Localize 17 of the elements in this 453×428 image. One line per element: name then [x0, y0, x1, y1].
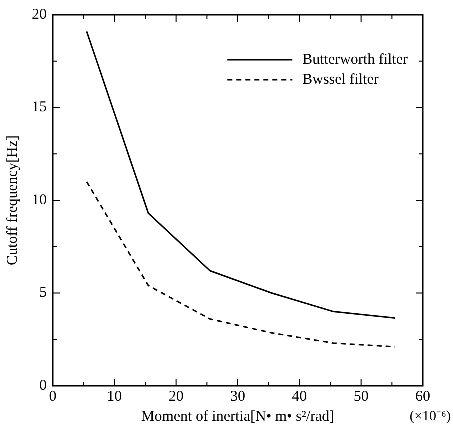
- line-series: [86, 181, 396, 348]
- x-tick-label: 60: [416, 388, 430, 405]
- text: (×10⁻⁶): [410, 410, 452, 425]
- legend-label: Butterworth filter: [302, 52, 408, 68]
- y-tick-label: 15: [32, 100, 47, 116]
- x-axis-title: Moment of inertia[N• m• s²/rad]: [141, 408, 335, 425]
- x-tick-label: 30: [230, 388, 246, 405]
- x-tick-label: 40: [292, 388, 308, 405]
- x-tick-label: 50: [354, 388, 369, 405]
- y-tick-label: 20: [32, 6, 47, 23]
- x-tick-label: 10: [107, 388, 122, 405]
- y-axis-title: Cutoff frequency[Hz]: [4, 135, 21, 266]
- y-tick-label: 5: [40, 285, 47, 302]
- y-tick-label: 10: [32, 192, 47, 208]
- y-tick-label: 0: [40, 378, 47, 394]
- legend-label: Bwssel filter: [302, 72, 379, 88]
- x-tick-label: 20: [168, 388, 184, 405]
